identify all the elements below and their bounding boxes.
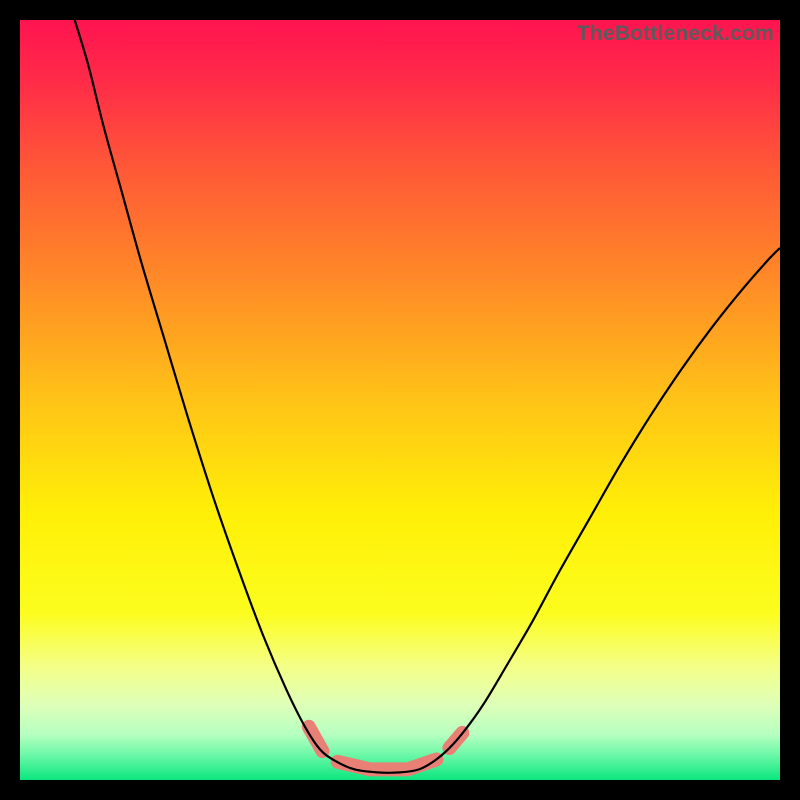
outer-frame: TheBottleneck.com [0,0,800,800]
curve-layer [20,20,780,780]
overlay-markers [309,727,463,770]
bottleneck-curve [75,20,780,773]
plot-area: TheBottleneck.com [20,20,780,780]
watermark-text: TheBottleneck.com [577,22,774,46]
overlay-segment [309,727,323,751]
